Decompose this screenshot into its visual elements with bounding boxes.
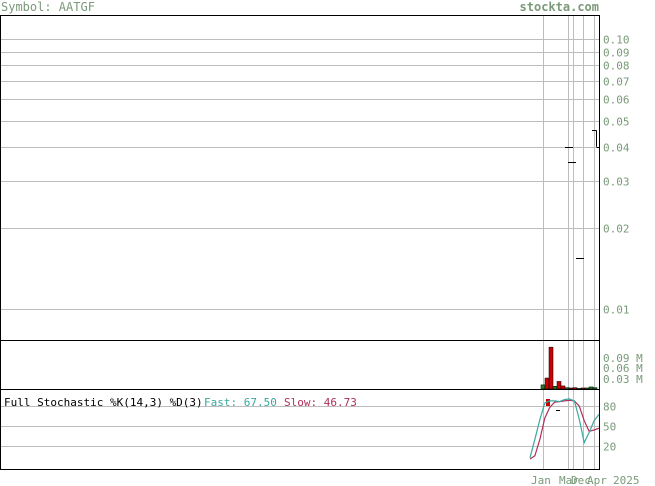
stochastic-axis-ticks: 80 50 20 (603, 401, 616, 454)
volume-tick-label: 0.03 M (603, 373, 643, 386)
volume-panel-frame (0, 340, 600, 390)
price-tick-label: 0.07 (603, 76, 630, 89)
volume-bar (580, 387, 586, 390)
volume-vertical-gridlines (543, 341, 595, 389)
price-tick-label: 0.06 (603, 94, 630, 107)
volume-tick-label: 0.09 M (603, 352, 643, 365)
volume-bar (556, 381, 562, 390)
x-axis-label: Jan (531, 474, 551, 486)
stochastic-horizontal-gridlines (1, 406, 599, 447)
price-tick-label: 0.02 (603, 223, 630, 236)
x-axis-label: 2025 (613, 474, 640, 486)
fast-line (529, 398, 600, 458)
price-bars (565, 130, 600, 259)
price-tick-label: 0.09 (603, 47, 630, 60)
stochastic-panel: 80 50 20 Full Stochastic %K(14,3) %D(3) Fa… (0, 389, 616, 470)
price-tick-label: 0.04 (603, 142, 630, 155)
volume-axis-ticks: 0.09 M0.06 M0.03 M (603, 352, 643, 386)
slow-line (529, 399, 600, 460)
price-tick-label: 0.08 (603, 60, 630, 73)
volume-bar (564, 387, 570, 390)
symbol-label: Symbol: AATGF (1, 0, 95, 14)
price-tick-label: 0.10 (603, 34, 630, 47)
stochastic-dash (556, 410, 560, 411)
stochastic-tick-label: 20 (603, 441, 616, 454)
stochastic-marker (546, 399, 550, 406)
stochastic-slow-label: Slow: 46.73 (284, 396, 357, 409)
price-panel-frame (0, 15, 600, 341)
stochastic-title: Full Stochastic %K(14,3) %D(3) (4, 396, 203, 409)
price-horizontal-gridlines (1, 39, 599, 310)
x-axis-label: Dec (571, 474, 591, 486)
price-tick-label: 0.05 (603, 116, 630, 129)
volume-bar (548, 346, 554, 390)
price-tick-label: 0.03 (603, 176, 630, 189)
stochastic-panel-frame (0, 389, 600, 470)
stochastic-lines (529, 398, 600, 460)
volume-tick-label: 0.06 M (603, 362, 643, 375)
stochastic-fast-label: Fast: 67.50 (204, 396, 277, 409)
price-tick-label: 0.01 (603, 304, 630, 317)
site-label: stockta.com (520, 0, 599, 14)
volume-bar (588, 386, 594, 390)
volume-panel: 0.09 M0.06 M0.03 M (0, 340, 643, 390)
stochastic-tick-label: 80 (603, 401, 616, 414)
volume-bar (592, 387, 598, 390)
volume-bar (568, 387, 574, 390)
price-axis-ticks: 0.100.090.08 0.07 0.06 0.05 0.04 0.03 0.02 0.01 (603, 34, 630, 317)
price-bar (592, 130, 600, 148)
stochastic-tick-label: 50 (603, 421, 616, 434)
price-vertical-gridlines (543, 16, 595, 340)
volume-bar (540, 384, 546, 390)
volume-bar (560, 385, 566, 390)
volume-bar (544, 377, 550, 390)
volume-bar (552, 386, 558, 390)
x-axis-label: Apr (587, 474, 607, 486)
x-axis-label: Mar (559, 474, 579, 486)
volume-bar (572, 387, 578, 390)
price-panel: 0.100.090.08 0.07 0.06 0.05 0.04 0.03 0.02 0.01 (0, 15, 630, 341)
volume-bar (584, 387, 590, 390)
